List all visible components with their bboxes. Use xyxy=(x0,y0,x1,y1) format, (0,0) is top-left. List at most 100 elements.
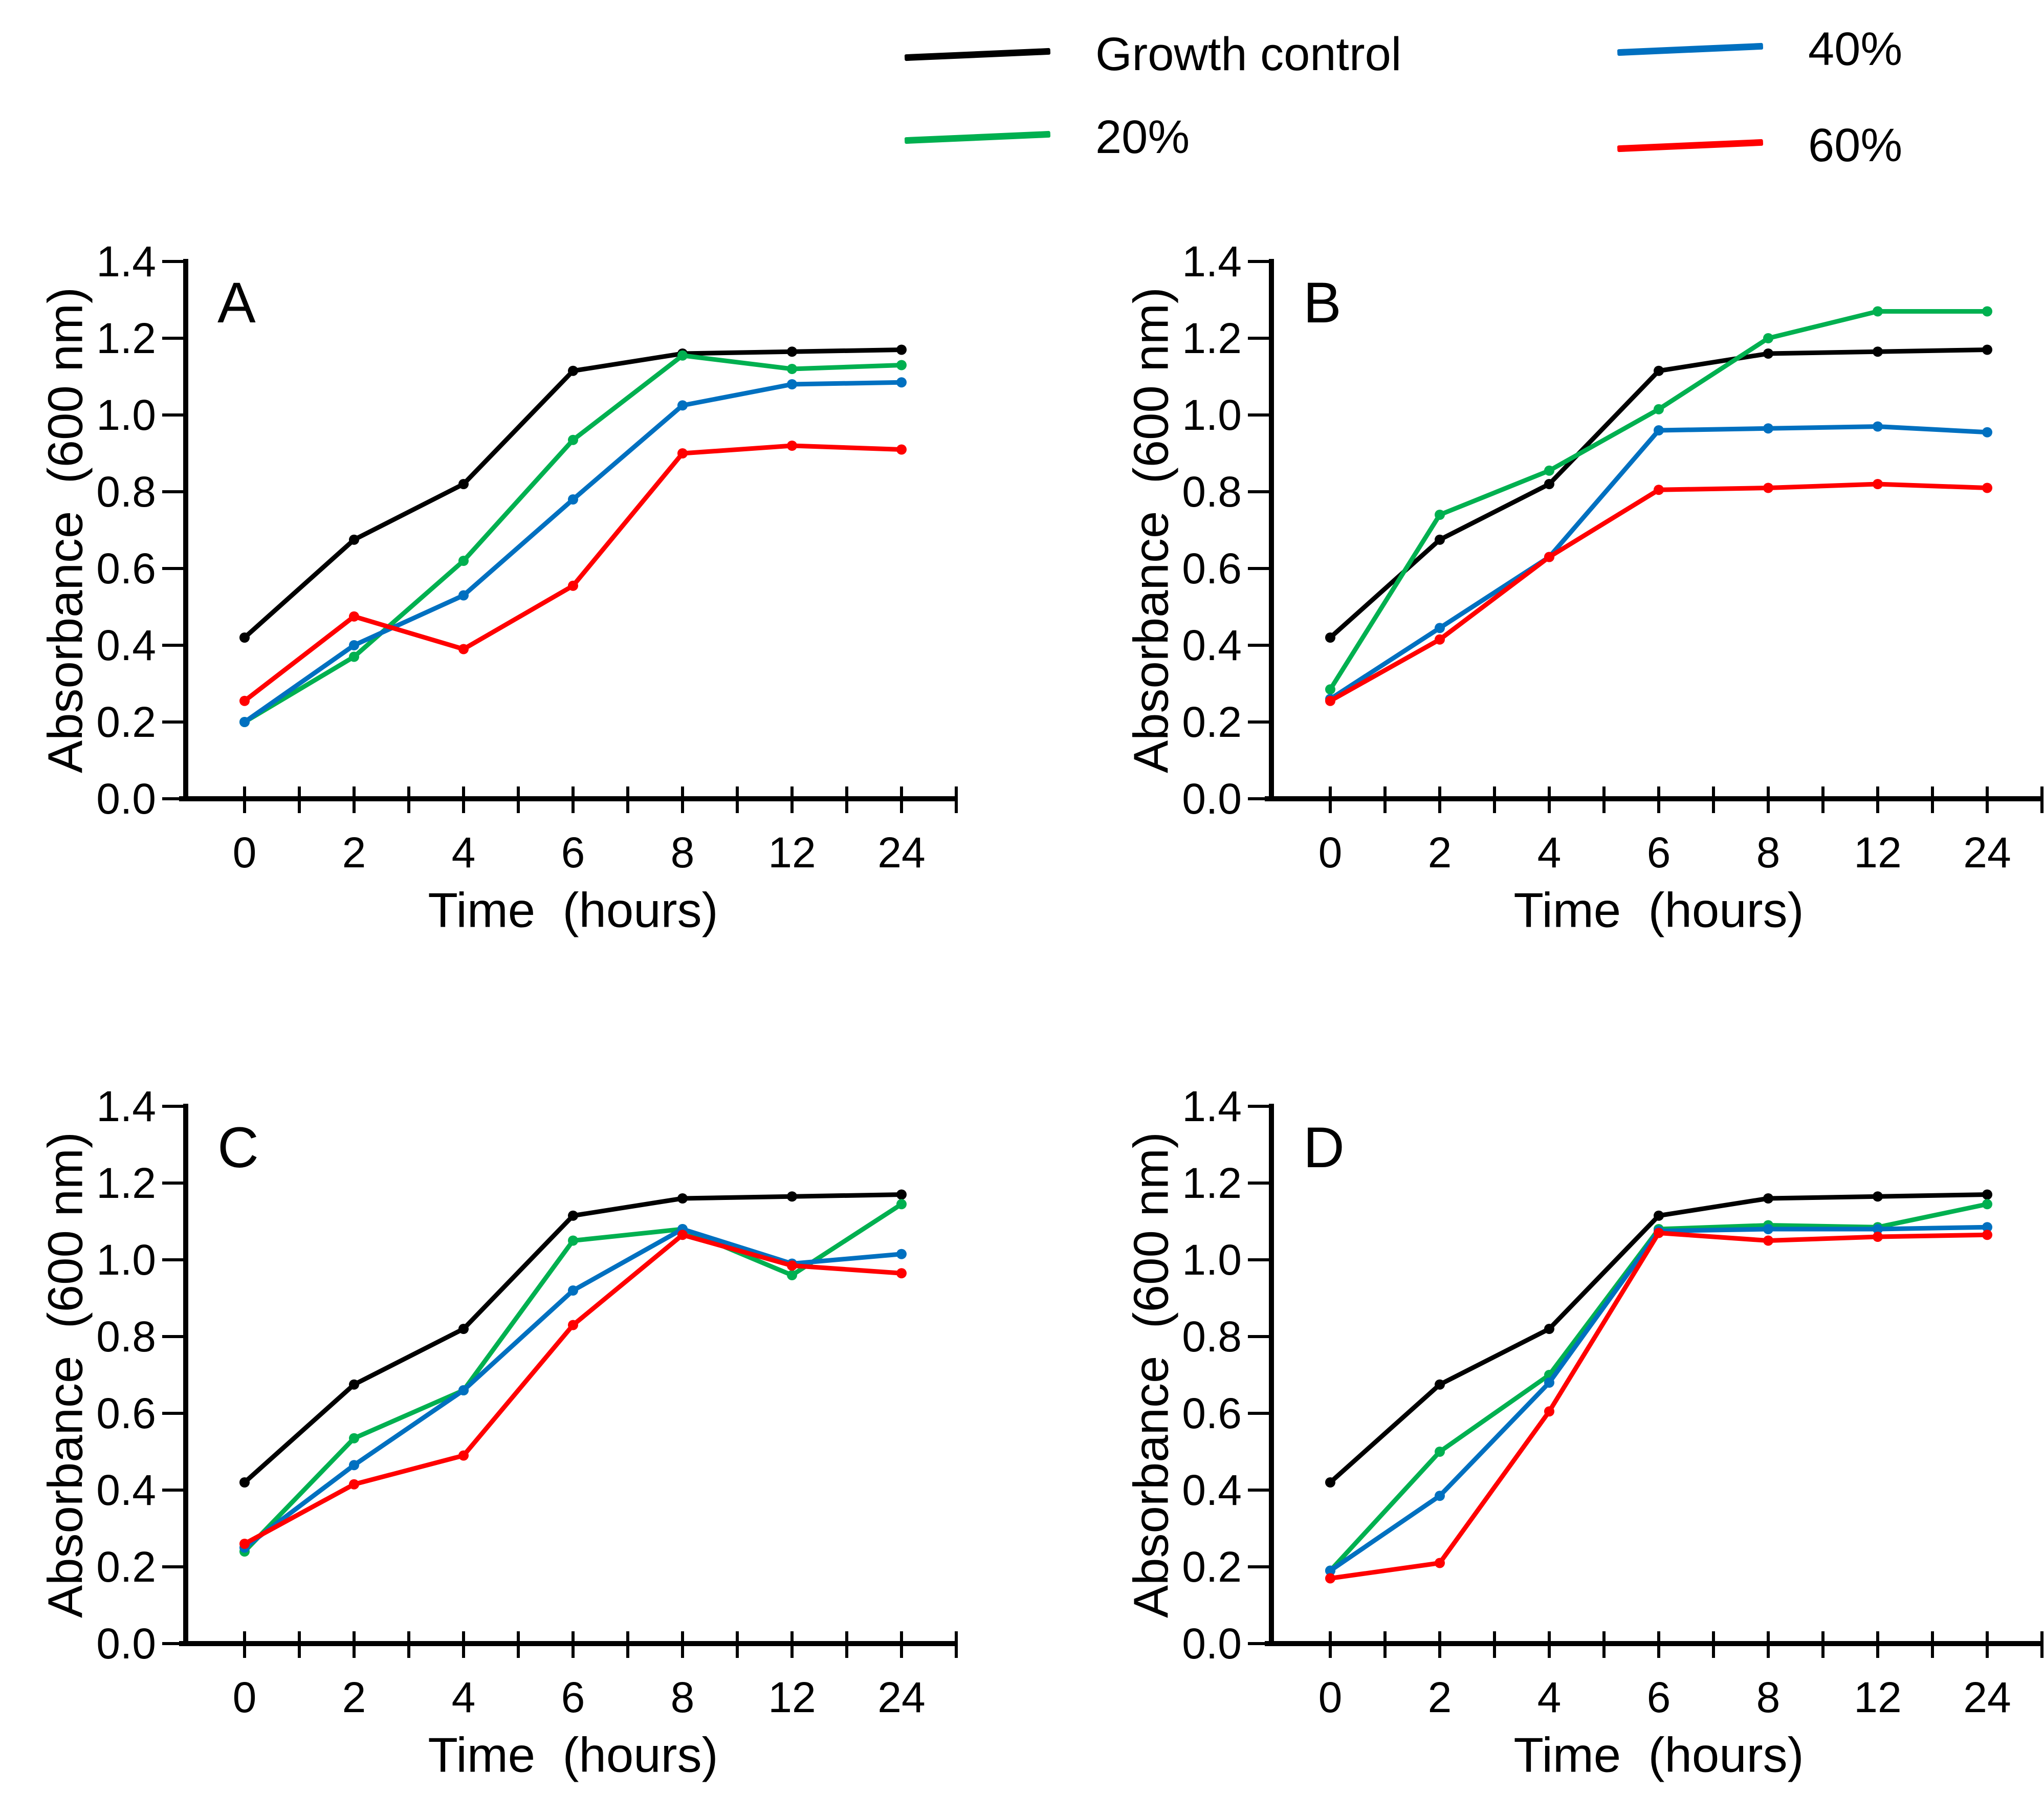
legend-item-growth-control: Growth control xyxy=(904,26,1402,83)
y-tick-label: 0.2 xyxy=(96,1543,156,1591)
series-marker-60- xyxy=(568,580,578,591)
panel-label: A xyxy=(217,271,256,335)
series-marker-growth-control xyxy=(1654,1210,1664,1221)
series-marker-growth-control xyxy=(1435,534,1445,545)
x-tick-label: 6 xyxy=(561,828,585,877)
series-marker-growth-control xyxy=(458,1324,469,1334)
legend-label-growth-control: Growth control xyxy=(1095,28,1402,80)
x-tick-label: 8 xyxy=(671,1673,695,1721)
series-marker-60- xyxy=(349,1479,359,1490)
series-marker-60- xyxy=(677,1230,688,1240)
y-tick-label: 0.0 xyxy=(1182,775,1242,823)
x-axis-title: Time (hours) xyxy=(428,1728,718,1783)
x-tick-label: 6 xyxy=(1647,1673,1671,1721)
series-marker-20- xyxy=(1544,465,1554,476)
series-marker-growth-control xyxy=(1544,1324,1554,1334)
series-marker-60- xyxy=(1873,479,1883,489)
y-tick-label: 0.2 xyxy=(96,698,156,746)
x-tick-label: 0 xyxy=(1318,1673,1343,1721)
series-marker-growth-control xyxy=(349,1379,359,1390)
x-tick-label: 8 xyxy=(1756,1673,1781,1721)
series-marker-60- xyxy=(1544,552,1554,562)
x-tick-label: 24 xyxy=(877,828,925,877)
y-tick-label: 0.4 xyxy=(1182,621,1242,669)
series-marker-growth-control xyxy=(896,1189,907,1200)
series-marker-growth-control xyxy=(677,1193,688,1204)
series-marker-20- xyxy=(1325,684,1335,695)
series-line-60- xyxy=(1328,1231,1990,1581)
series-marker-40- xyxy=(1544,1377,1554,1388)
series-marker-growth-control xyxy=(1982,344,1992,355)
x-tick-label: 8 xyxy=(671,828,695,877)
series-marker-60- xyxy=(1435,634,1445,645)
x-tick-label: 2 xyxy=(1428,1673,1452,1721)
y-tick-label: 1.2 xyxy=(1182,1159,1242,1207)
x-axis-title: Time (hours) xyxy=(428,883,718,938)
series-marker-growth-control xyxy=(1325,632,1335,643)
series-marker-growth-control xyxy=(787,346,797,357)
series-line-60- xyxy=(1328,482,1990,704)
y-tick-label: 1.4 xyxy=(96,1082,156,1130)
series-marker-growth-control xyxy=(1873,346,1883,357)
series-marker-40- xyxy=(1654,425,1664,435)
series-marker-20- xyxy=(1982,306,1992,317)
series-marker-40- xyxy=(239,717,250,727)
series-marker-20- xyxy=(677,350,688,361)
panel-label: D xyxy=(1303,1116,1345,1179)
x-tick-label: 2 xyxy=(342,1673,366,1721)
x-tick-label: 4 xyxy=(452,1673,476,1721)
series-marker-60- xyxy=(677,448,688,458)
series-marker-60- xyxy=(239,695,250,706)
series-marker-40- xyxy=(458,590,469,601)
series-marker-20- xyxy=(787,1270,797,1280)
series-marker-60- xyxy=(1325,695,1335,706)
series-marker-40- xyxy=(1982,427,1992,438)
series-marker-growth-control xyxy=(239,632,250,643)
series-marker-20- xyxy=(349,1433,359,1444)
x-tick-label: 2 xyxy=(1428,828,1452,877)
y-tick-label: 1.4 xyxy=(1182,237,1242,286)
panel-label: C xyxy=(217,1116,259,1179)
y-tick-label: 0.6 xyxy=(96,544,156,593)
series-marker-60- xyxy=(1654,485,1664,495)
series-marker-20- xyxy=(1654,404,1664,414)
series-marker-growth-control xyxy=(1982,1189,1992,1200)
series-marker-growth-control xyxy=(1763,1193,1773,1204)
series-marker-60- xyxy=(1763,1235,1773,1246)
y-tick-label: 0.8 xyxy=(96,468,156,516)
series-marker-60- xyxy=(896,444,907,455)
series-marker-20- xyxy=(349,651,359,662)
legend-item-20-percent: 20% xyxy=(904,108,1190,166)
series-marker-20- xyxy=(1982,1199,1992,1210)
y-axis-title: Absorbance (600 nm) xyxy=(38,1132,93,1618)
series-marker-40- xyxy=(1763,423,1773,434)
series-marker-growth-control xyxy=(896,344,907,355)
series-marker-40- xyxy=(896,1249,907,1259)
x-tick-label: 24 xyxy=(877,1673,925,1721)
x-axis-title: Time (hours) xyxy=(1513,1728,1804,1783)
panel-label: B xyxy=(1303,271,1342,335)
series-marker-60- xyxy=(1435,1558,1445,1568)
series-marker-60- xyxy=(458,644,469,654)
y-tick-label: 0.6 xyxy=(96,1389,156,1437)
legend-label-20-percent: 20% xyxy=(1095,111,1190,163)
y-tick-label: 0.4 xyxy=(96,1466,156,1514)
series-marker-growth-control xyxy=(458,479,469,489)
legend-label-40-percent: 40% xyxy=(1808,23,1903,75)
series-marker-growth-control xyxy=(1763,348,1773,359)
series-line-20- xyxy=(242,1201,904,1554)
x-tick-label: 2 xyxy=(342,828,366,877)
series-marker-growth-control xyxy=(568,365,578,376)
series-marker-40- xyxy=(1435,623,1445,633)
series-line-growth-control xyxy=(242,347,904,640)
x-tick-label: 0 xyxy=(233,1673,257,1721)
series-marker-40- xyxy=(349,640,359,650)
series-marker-40- xyxy=(1435,1491,1445,1501)
series-marker-60- xyxy=(239,1539,250,1549)
series-marker-20- xyxy=(458,556,469,566)
series-marker-60- xyxy=(1763,483,1773,493)
series-marker-60- xyxy=(458,1450,469,1461)
